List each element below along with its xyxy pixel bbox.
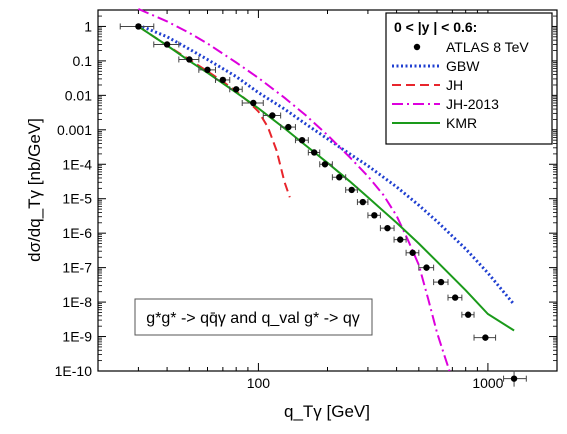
y-tick-label: 0.001 xyxy=(57,122,92,138)
data-point xyxy=(447,294,463,301)
legend-entry-jh: JH xyxy=(392,77,463,93)
series-line-jh-2013 xyxy=(138,8,451,372)
data-marker xyxy=(336,174,343,181)
data-point xyxy=(418,264,435,271)
axis-ticks xyxy=(97,9,558,372)
data-marker xyxy=(451,294,459,301)
y-tick-label: 0.1 xyxy=(73,53,93,69)
data-point xyxy=(461,311,475,318)
data-marker xyxy=(321,161,329,168)
data-marker xyxy=(135,23,142,30)
legend-title: 0 < |y | < 0.6: xyxy=(394,19,477,35)
data-marker xyxy=(219,76,227,84)
data-point xyxy=(119,23,155,30)
data-point xyxy=(153,41,180,48)
data-point xyxy=(319,161,333,168)
data-point xyxy=(280,123,296,131)
data-marker xyxy=(232,86,240,93)
data-marker xyxy=(285,123,292,131)
data-points-layer xyxy=(119,23,527,387)
data-point xyxy=(307,149,321,156)
series-line-gbw xyxy=(137,23,516,306)
legend-entries: ATLAS 8 TeV GBW JH JH-2013 KMR xyxy=(392,39,529,131)
y-tick-label: 1 xyxy=(84,18,92,34)
annotation: g*g* -> qq̄γ and q_val g* -> qγ xyxy=(134,298,373,336)
data-point xyxy=(356,198,369,206)
data-marker xyxy=(423,264,430,271)
data-marker xyxy=(397,236,404,243)
data-point xyxy=(241,99,264,107)
data-marker xyxy=(186,56,193,63)
legend-marker xyxy=(413,43,421,51)
y-tick-label: 1E-7 xyxy=(62,260,92,276)
data-marker xyxy=(464,311,472,318)
data-marker xyxy=(204,66,211,74)
legend-label: JH xyxy=(446,77,463,93)
data-marker xyxy=(371,212,378,219)
legend-entry-jh-2013: JH-2013 xyxy=(392,96,499,112)
data-marker xyxy=(310,149,318,156)
data-point xyxy=(262,112,282,119)
data-marker xyxy=(510,375,518,382)
annotation-box xyxy=(134,298,373,336)
data-marker xyxy=(409,249,416,256)
y-tick-label: 1E-4 xyxy=(62,156,92,172)
data-marker xyxy=(384,224,391,232)
annotation-text: g*g* -> qq̄γ and q_val g* -> qγ xyxy=(146,310,359,327)
legend-label: KMR xyxy=(446,115,477,131)
legend-label: ATLAS 8 TeV xyxy=(446,39,529,55)
data-point xyxy=(345,186,358,194)
legend-entry-atlas-8-tev: ATLAS 8 TeV xyxy=(413,39,529,55)
x-tick-label: 100 xyxy=(247,375,271,391)
x-tick-label: 1000 xyxy=(472,375,503,391)
y-tick-label: 1E-6 xyxy=(62,225,92,241)
data-marker xyxy=(163,41,171,48)
legend-label: JH-2013 xyxy=(446,96,499,112)
series-line-jh xyxy=(137,25,291,198)
y-tick-label: 1E-9 xyxy=(62,329,92,345)
data-point xyxy=(367,212,381,219)
y-tick-label: 1E-10 xyxy=(55,363,93,379)
data-marker xyxy=(269,112,276,119)
data-point xyxy=(503,370,527,387)
legend-label: GBW xyxy=(446,58,480,74)
data-point xyxy=(178,56,200,63)
y-tick-label: 1E-5 xyxy=(62,191,92,207)
y-tick-label: 1E-8 xyxy=(62,294,92,310)
data-marker xyxy=(250,99,257,107)
data-point xyxy=(379,224,395,232)
data-marker xyxy=(359,198,367,206)
legend-entry-kmr: KMR xyxy=(392,115,477,131)
data-marker xyxy=(348,186,355,194)
x-axis-title: q_Tγ [GeV] xyxy=(284,402,370,421)
data-point xyxy=(214,76,231,84)
data-marker xyxy=(298,136,306,144)
data-point xyxy=(229,86,243,93)
data-point xyxy=(473,334,497,341)
data-point xyxy=(433,278,449,286)
legend: 0 < |y | < 0.6: ATLAS 8 TeV GBW JH JH-2013 K… xyxy=(385,12,553,145)
data-point xyxy=(294,136,309,144)
axis-tick-labels: 100 1000 1 0.1 0.01 0.001 1E-4 1E-5 1E-6 1E-7 1E-8… xyxy=(55,18,504,391)
data-marker xyxy=(482,334,489,341)
y-tick-label: 0.01 xyxy=(65,87,92,103)
data-point xyxy=(405,249,420,256)
data-marker xyxy=(437,278,445,286)
legend-entry-gbw: GBW xyxy=(392,58,480,74)
data-point xyxy=(198,66,216,74)
data-point xyxy=(393,236,407,243)
y-axis-title: dσ/dq_Tγ [nb/GeV] xyxy=(25,118,44,262)
data-point xyxy=(331,174,347,181)
